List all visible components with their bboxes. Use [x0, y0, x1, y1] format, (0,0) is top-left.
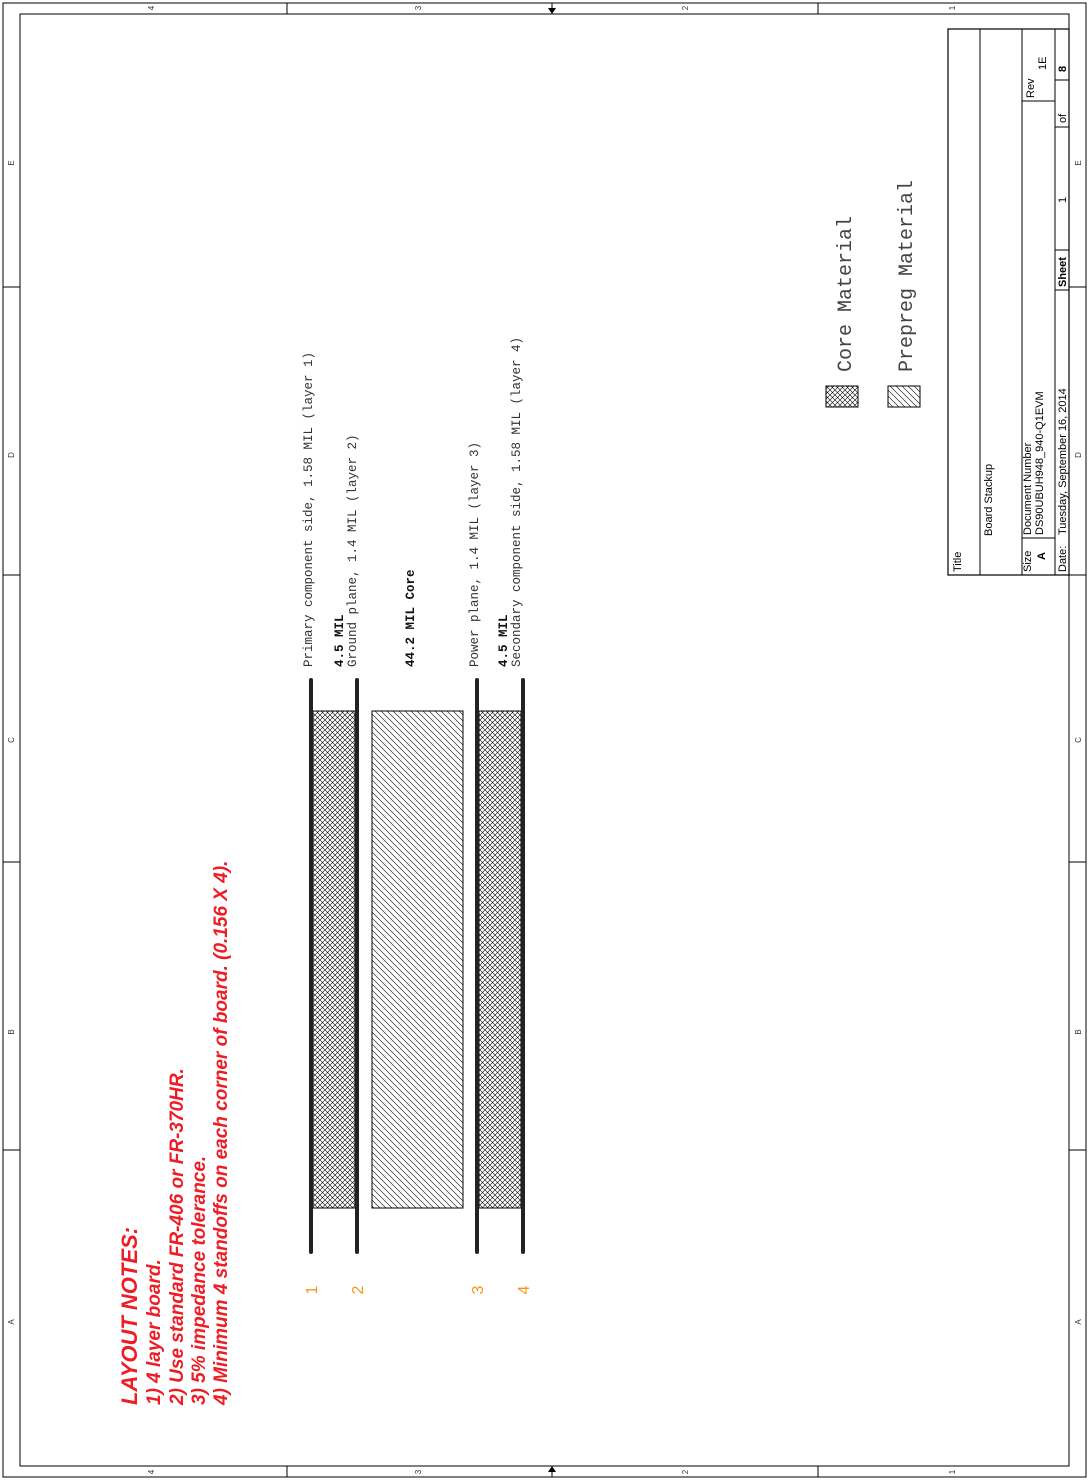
- sheet-total: 8: [1057, 66, 1069, 72]
- zone-letter-left-e: E: [7, 160, 16, 165]
- zone-letter-left-d: D: [7, 452, 16, 458]
- legend-core-label: Core Material: [835, 216, 858, 372]
- zone-letter-right-a: A: [1074, 1319, 1083, 1325]
- layout-note-2: 2) Use standard FR-406 or FR-370HR.: [167, 1068, 188, 1406]
- zone-number-top-4: 4: [147, 5, 156, 10]
- title-label: Title: [952, 552, 964, 572]
- layer-number-3: 3: [470, 1285, 487, 1294]
- layer-number-4: 4: [516, 1285, 533, 1294]
- legend-prepreg-swatch: [887, 385, 921, 408]
- layout-notes: LAYOUT NOTES: 1) 4 layer board. 2) Use s…: [117, 861, 232, 1406]
- zone-number-top-2: 2: [681, 5, 690, 10]
- label-layer-2: Ground plane, 1.4 MIL (layer 2): [346, 434, 360, 667]
- label-layer-3: Power plane, 1.4 MIL (layer 3): [468, 442, 482, 667]
- zone-letter-right-d: D: [1074, 452, 1083, 458]
- zone-number-bottom-4: 4: [147, 1469, 156, 1474]
- zone-letter-right-e: E: [1074, 160, 1083, 165]
- zone-letter-left-a: A: [7, 1319, 16, 1325]
- zone-number-top-1: 1: [948, 5, 957, 10]
- size-value: A: [1036, 552, 1048, 560]
- core-layer: [371, 710, 464, 1209]
- label-layer-4: Secondary component side, 1.58 MIL (laye…: [510, 337, 524, 667]
- layout-note-4: 4) Minimum 4 standoffs on each corner of…: [211, 861, 232, 1406]
- sheet-label: Sheet: [1057, 257, 1069, 287]
- zone-letter-left-b: B: [7, 1029, 16, 1034]
- document-number-label: Document Number: [1022, 442, 1034, 535]
- zone-number-top-3: 3: [414, 5, 423, 10]
- size-label: Size: [1022, 551, 1034, 572]
- label-layer-1: Primary component side, 1.58 MIL (layer …: [302, 352, 316, 667]
- label-core: 44.2 MIL Core: [404, 569, 418, 667]
- title-block-frame: [947, 28, 1070, 576]
- label-prepreg-bottom: 4.5 MIL: [497, 614, 511, 667]
- of-label: of: [1057, 113, 1069, 123]
- zone-letter-right-c: C: [1074, 737, 1083, 743]
- layout-note-1: 1) 4 layer board.: [144, 1259, 165, 1405]
- prepreg-bottom-layer: [478, 710, 522, 1209]
- rev-value: 1E: [1037, 57, 1049, 70]
- title-block: Title Board Stackup Size A Document Numb…: [947, 28, 1070, 576]
- prepreg-top-layer: [312, 710, 356, 1209]
- layer-number-2: 2: [350, 1285, 367, 1294]
- sheet-value: 1: [1057, 197, 1069, 203]
- zone-letter-right-b: B: [1074, 1029, 1083, 1034]
- date-value: Tuesday, September 16, 2014: [1057, 388, 1069, 535]
- label-prepreg-top: 4.5 MIL: [333, 614, 347, 667]
- date-label: Date:: [1057, 546, 1069, 572]
- layer-number-1: 1: [304, 1285, 321, 1294]
- rev-label: Rev: [1025, 78, 1037, 98]
- inner-border: [19, 13, 1070, 1467]
- legend-prepreg-label: Prepreg Material: [896, 180, 919, 372]
- legend-core-swatch: [825, 385, 859, 408]
- layout-note-3: 3) 5% impedance tolerance.: [189, 1156, 210, 1405]
- title-value: Board Stackup: [983, 464, 995, 536]
- zone-letter-left-c: C: [7, 737, 16, 743]
- layout-notes-heading: LAYOUT NOTES:: [117, 1227, 142, 1405]
- zone-number-bottom-1: 1: [948, 1469, 957, 1474]
- legend: Core Material Prepreg Material: [825, 180, 921, 408]
- document-number-value: DS90UBUH948_940-Q1EVM: [1034, 391, 1046, 535]
- center-arrow-bottom-icon: [548, 1466, 556, 1472]
- zone-number-bottom-3: 3: [414, 1469, 423, 1474]
- zone-ticks: [3, 3, 1086, 1477]
- stackup-diagram: 1 2 3 4 Primary component side, 1.58 MIL…: [302, 337, 533, 1295]
- zone-number-bottom-2: 2: [681, 1469, 690, 1474]
- center-arrow-top-icon: [548, 8, 556, 14]
